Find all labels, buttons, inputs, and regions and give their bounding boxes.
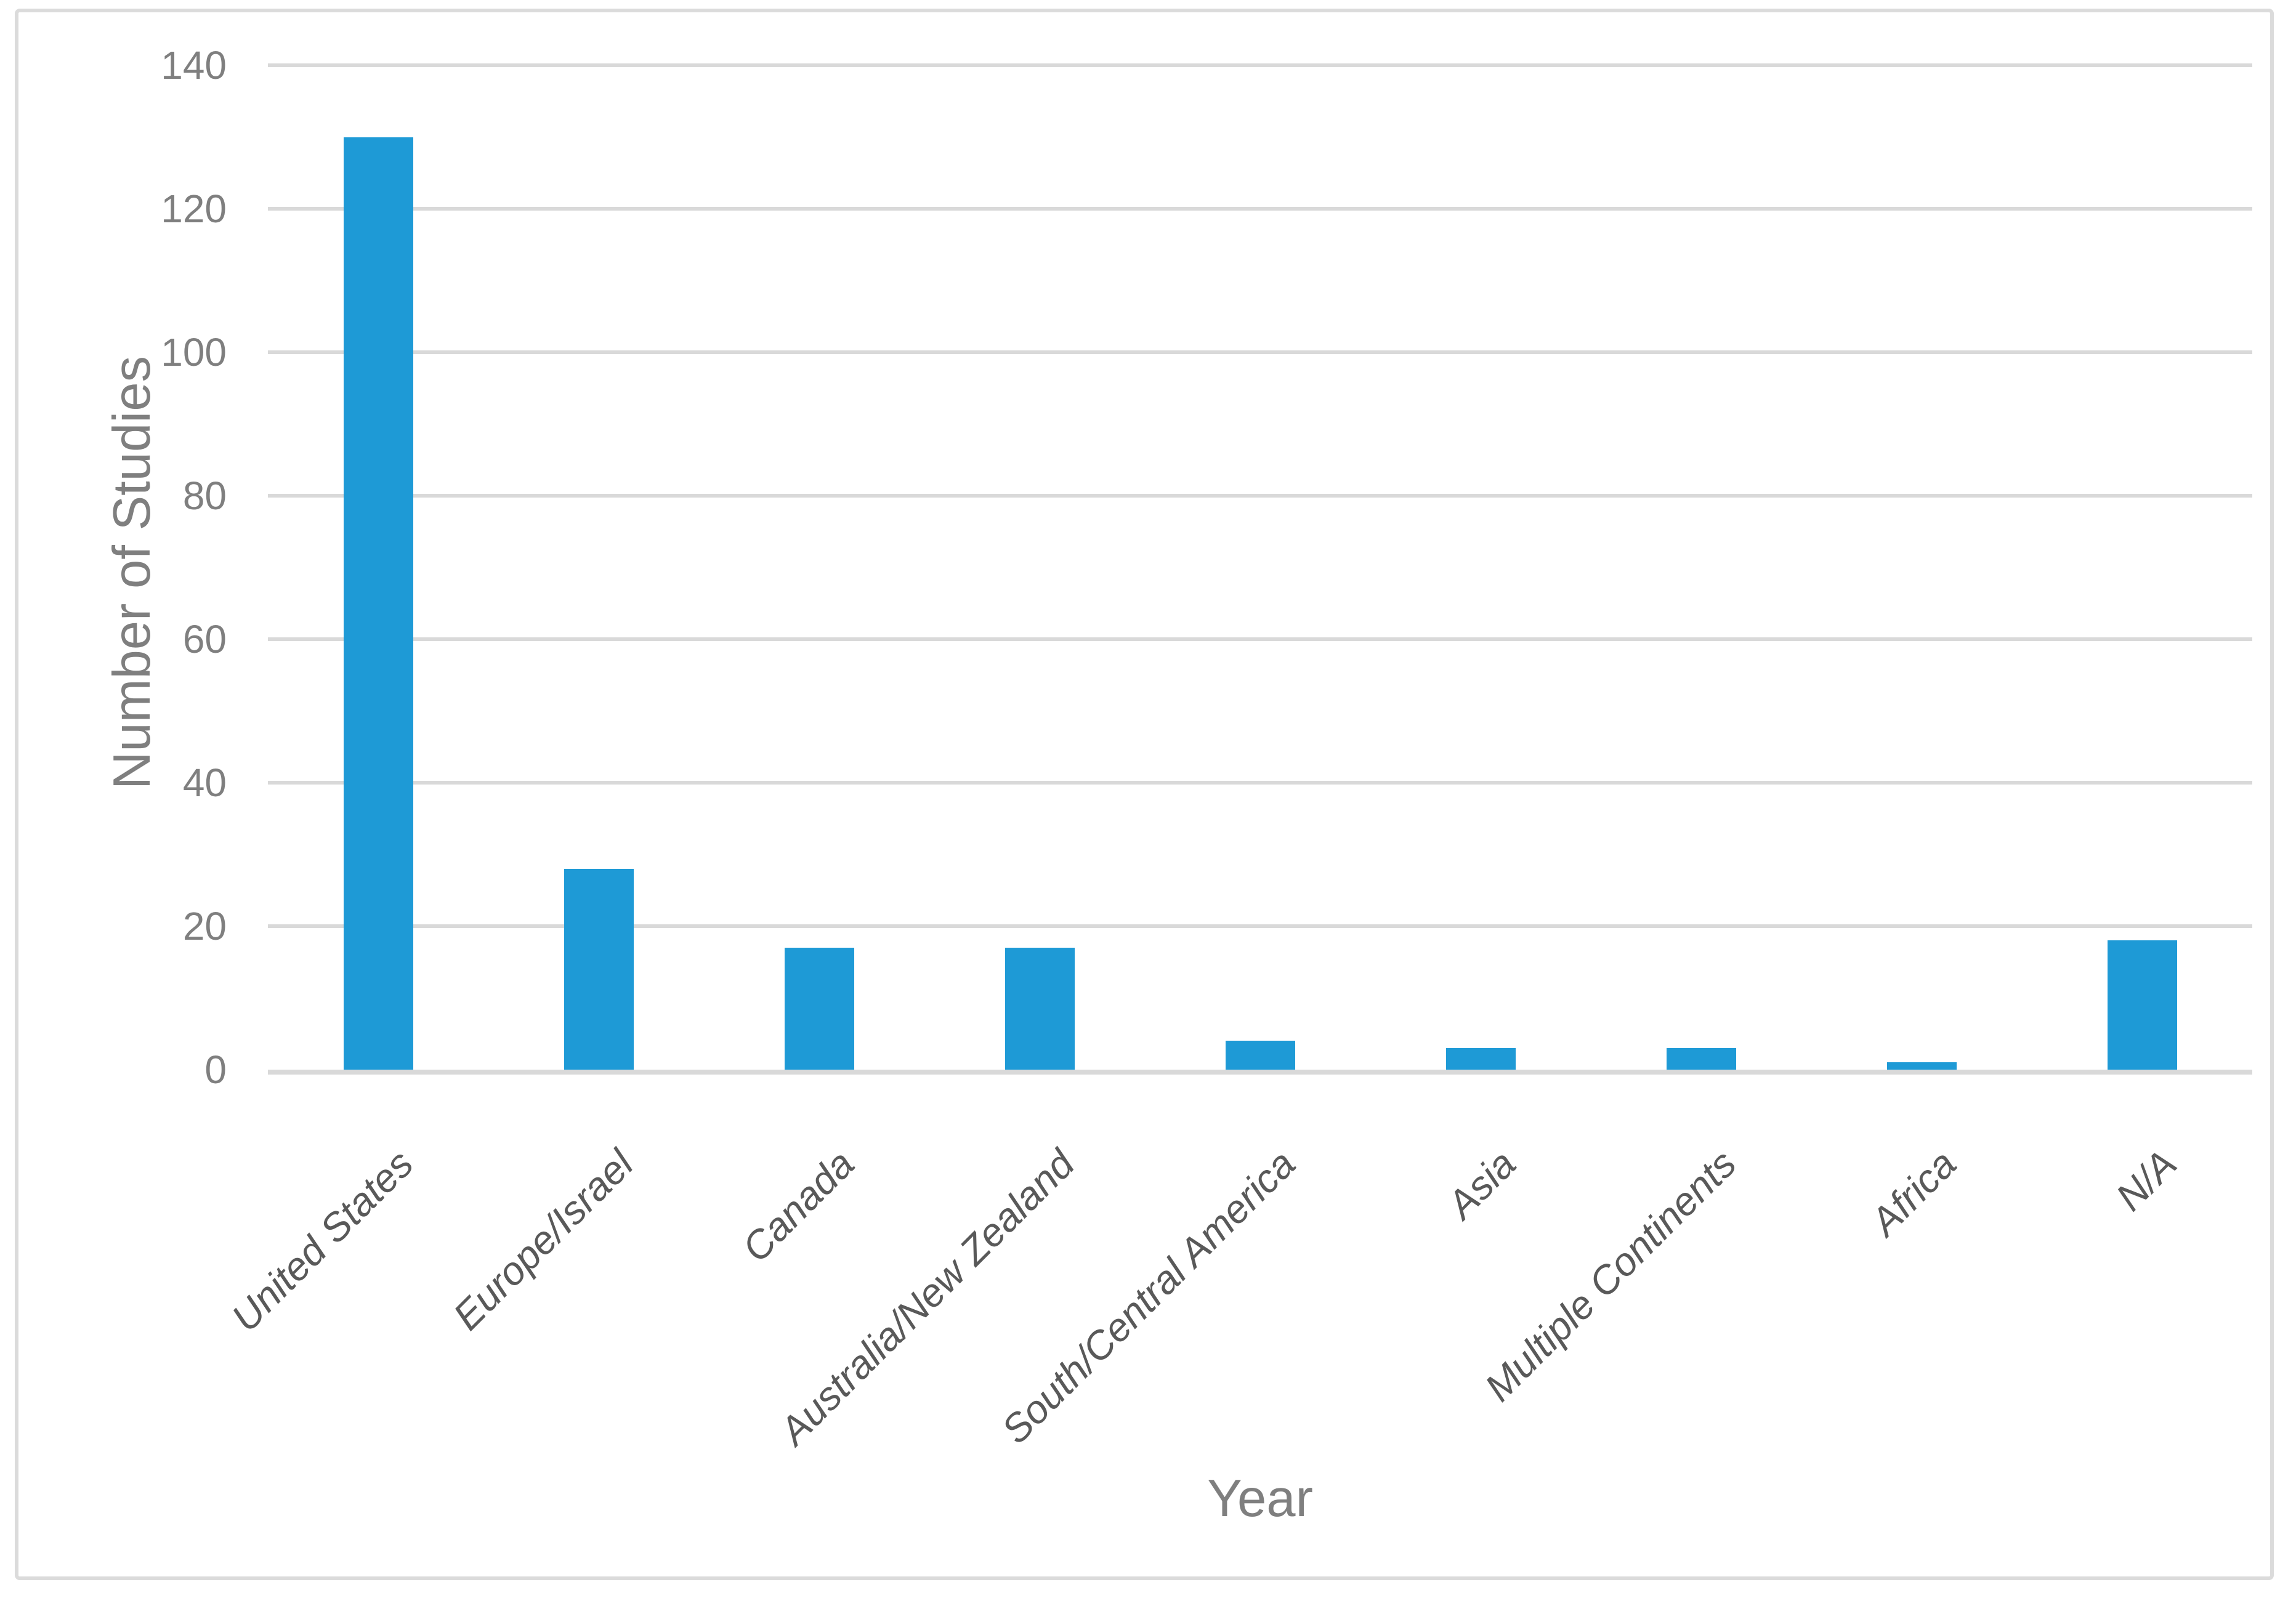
gridline-100 xyxy=(268,350,2252,354)
bar-united-states xyxy=(343,137,413,1070)
gridline-40 xyxy=(268,781,2252,785)
gridline-120 xyxy=(268,207,2252,211)
plot-area xyxy=(268,49,2252,1096)
bar-n-a xyxy=(2107,940,2177,1070)
x-axis-title: Year xyxy=(1207,1469,1313,1528)
y-tick-label-140: 140 xyxy=(161,43,227,87)
bar-australia-new-zealand xyxy=(1004,947,1075,1070)
y-tick-label-100: 100 xyxy=(161,330,227,374)
y-tick-label-40: 40 xyxy=(182,761,227,805)
y-tick-label-60: 60 xyxy=(182,617,227,661)
gridline-20 xyxy=(268,924,2252,928)
gridline-80 xyxy=(268,494,2252,498)
y-tick-label-120: 120 xyxy=(161,187,227,231)
bar-europe-israel xyxy=(564,868,634,1070)
y-tick-label-20: 20 xyxy=(182,904,227,948)
y-axis-title: Number of Studies xyxy=(103,356,161,789)
x-axis-line xyxy=(268,1070,2252,1075)
bar-south-central-america xyxy=(1225,1041,1295,1070)
bar-asia xyxy=(1445,1048,1516,1070)
bar-canada xyxy=(784,947,854,1070)
y-tick-label-0: 0 xyxy=(204,1047,227,1092)
y-tick-label-80: 80 xyxy=(182,474,227,518)
gridline-140 xyxy=(268,63,2252,67)
gridline-60 xyxy=(268,637,2252,641)
bar-multiple-continents xyxy=(1666,1048,1736,1070)
bar-africa xyxy=(1886,1062,1957,1070)
